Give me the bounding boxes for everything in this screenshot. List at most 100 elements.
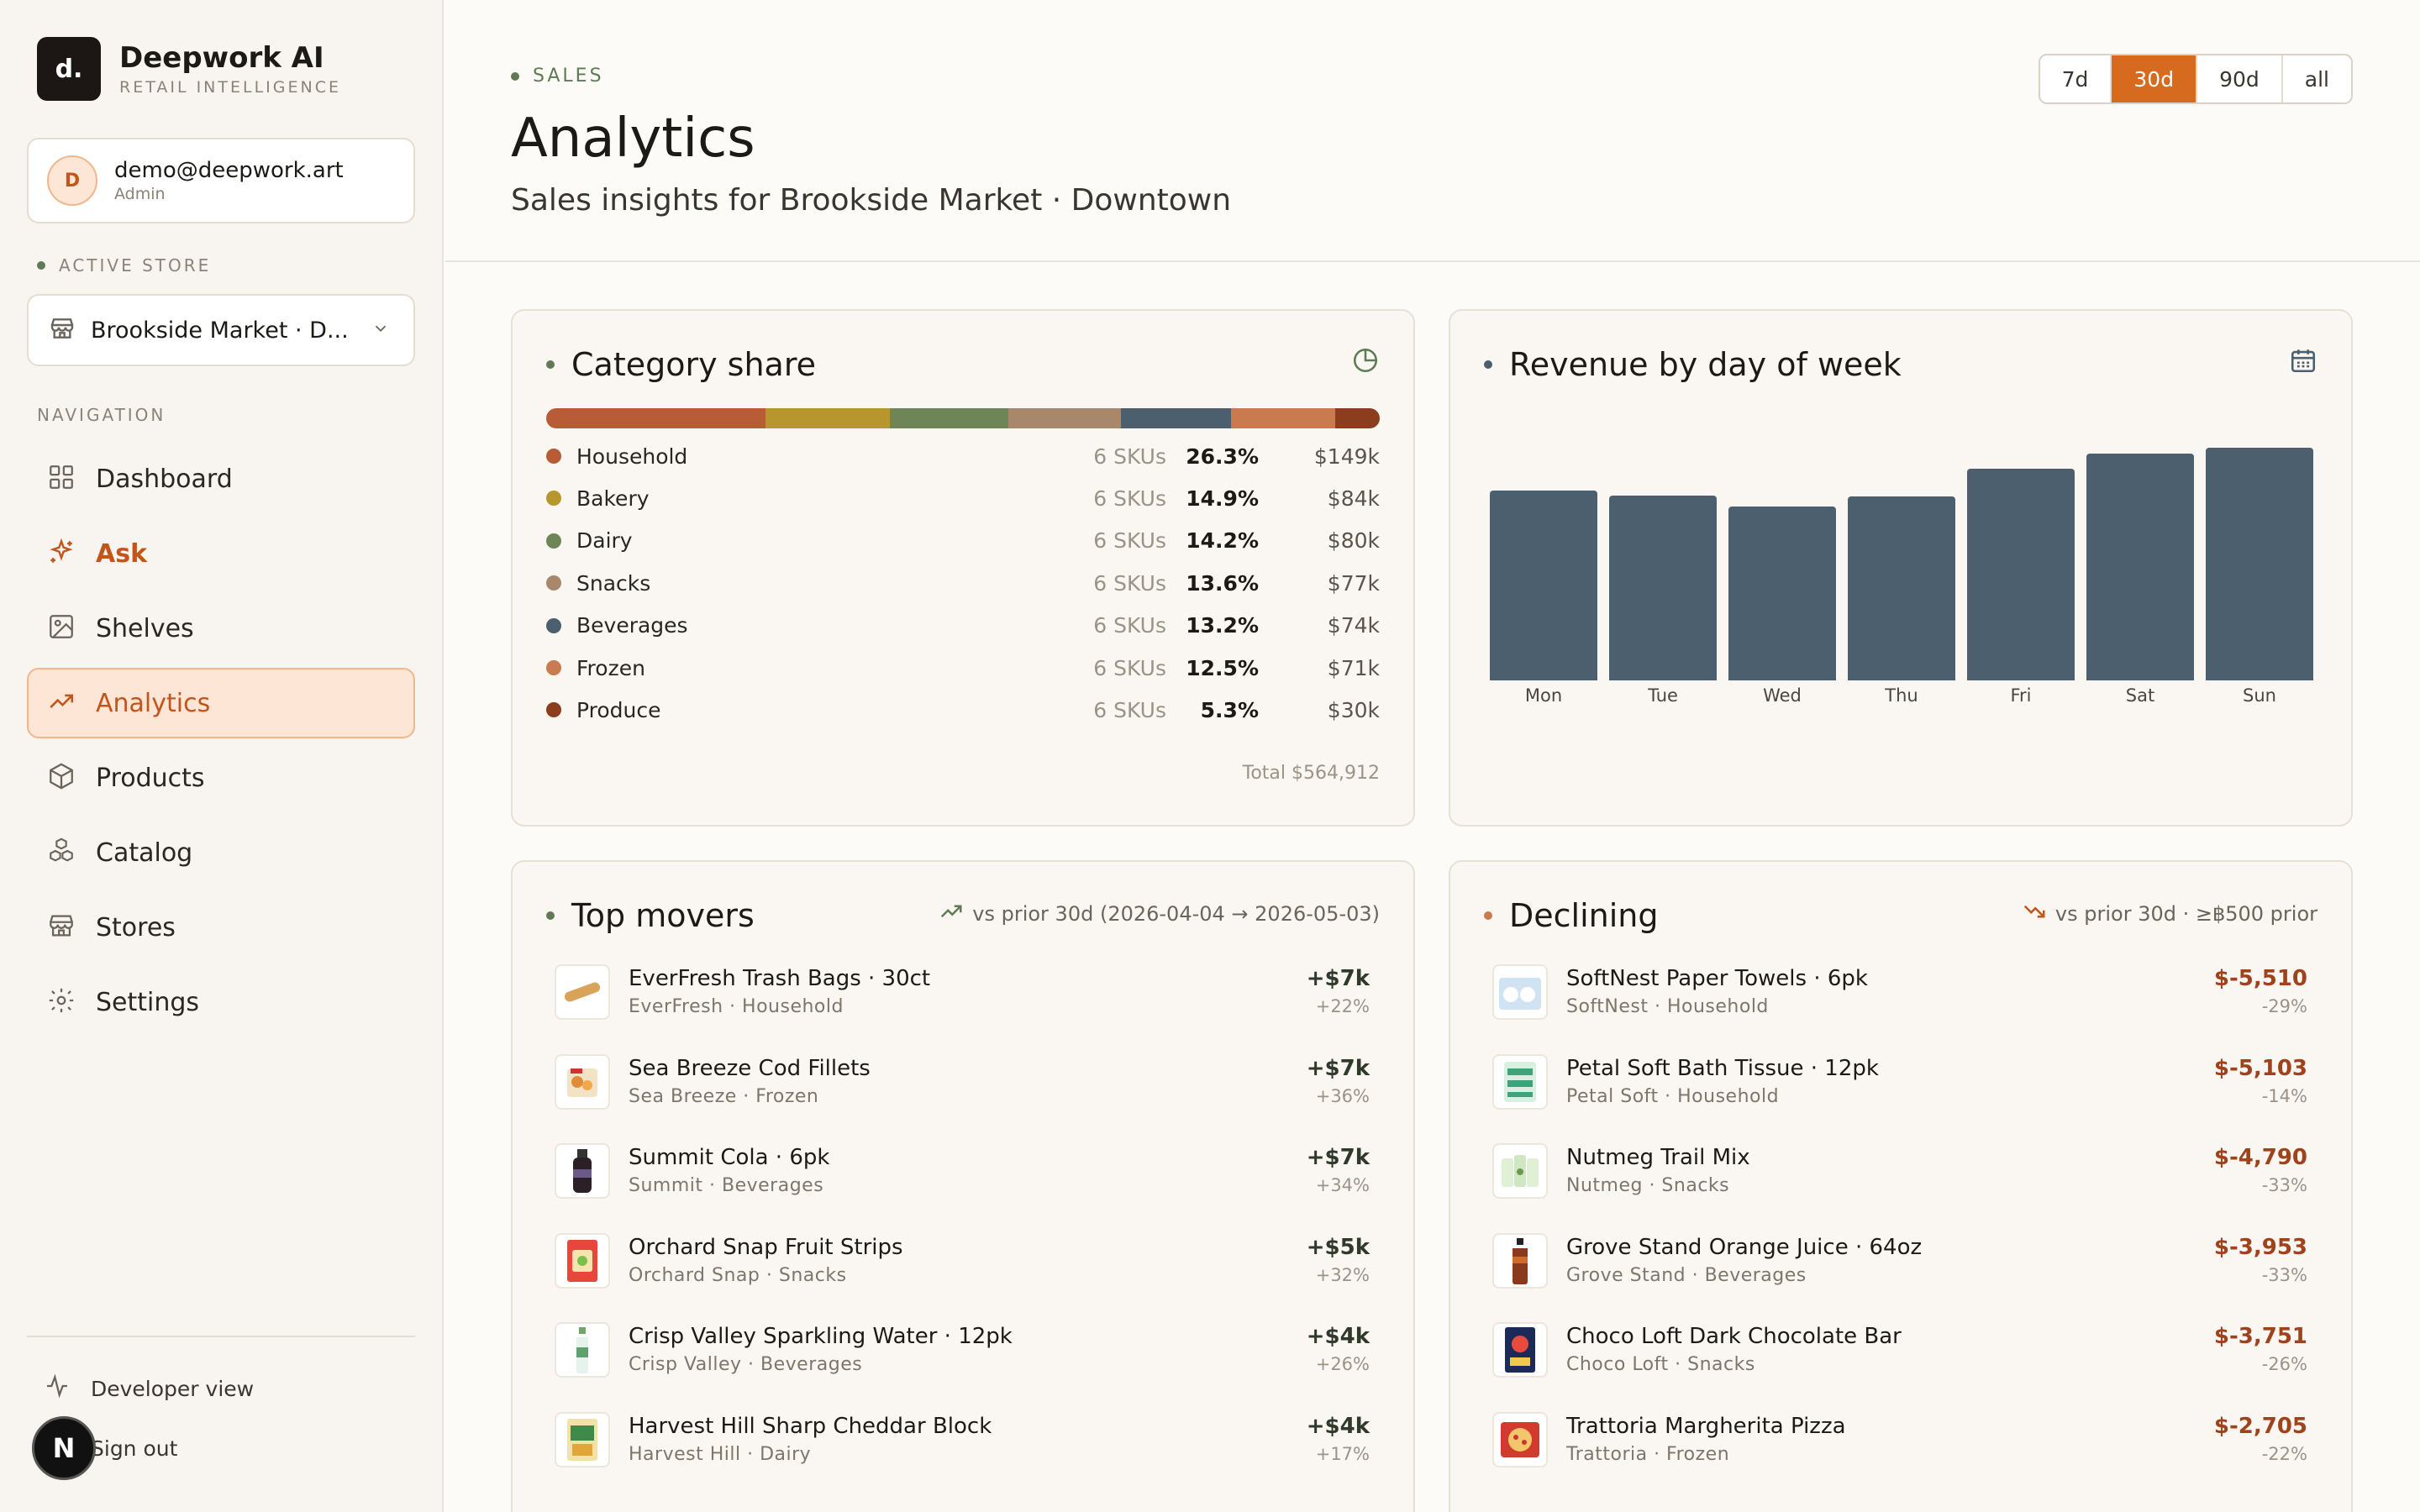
category-row[interactable]: Dairy 6 SKUs 14.2% $80k bbox=[546, 520, 1380, 562]
product-row[interactable]: Orchard Snap Fruit Strips Orchard Snap · … bbox=[555, 1232, 1370, 1323]
product-brand: Summit · Beverages bbox=[629, 1175, 824, 1197]
category-swatch bbox=[546, 702, 561, 718]
revenue-bar[interactable] bbox=[1609, 495, 1717, 680]
range-90d[interactable]: 90d bbox=[2197, 55, 2283, 102]
category-name: Beverages bbox=[576, 613, 688, 638]
product-pct: +26% bbox=[1315, 1354, 1370, 1375]
product-row[interactable]: Choco Loft Dark Chocolate Bar Choco Loft … bbox=[1492, 1322, 2307, 1412]
range-all[interactable]: all bbox=[2304, 66, 2329, 92]
category-skus: 6 SKUs bbox=[1093, 528, 1166, 554]
n-badge[interactable]: N bbox=[32, 1416, 96, 1480]
revenue-bar[interactable] bbox=[1967, 468, 2075, 680]
product-row[interactable]: Grove Stand Orange Juice · 64oz Grove Sta… bbox=[1492, 1232, 2307, 1323]
product-brand: Orchard Snap · Snacks bbox=[629, 1264, 847, 1286]
product-row[interactable]: Crisp Valley Sparkling Water · 12pk Crisp… bbox=[555, 1322, 1370, 1412]
revenue-bar[interactable] bbox=[1728, 506, 1836, 680]
nav-label: Shelves bbox=[96, 613, 194, 643]
product-brand: Trattoria · Frozen bbox=[1566, 1443, 1730, 1465]
revenue-bar[interactable] bbox=[1490, 490, 1597, 680]
revenue-bar[interactable] bbox=[1848, 496, 1955, 680]
nav-item-catalog[interactable]: Catalog bbox=[27, 817, 415, 888]
product-pct: +32% bbox=[1315, 1264, 1370, 1285]
product-row[interactable]: EverFresh Trash Bags · 30ct EverFresh · H… bbox=[555, 964, 1370, 1054]
declining-list: SoftNest Paper Towels · 6pk SoftNest · Ho… bbox=[1492, 964, 2307, 1502]
range-7d[interactable]: 7d bbox=[2040, 55, 2112, 102]
navigation-label: NAVIGATION bbox=[37, 405, 166, 425]
date-range-selector: 7d 30d 90d all bbox=[2038, 54, 2353, 104]
product-thumbnail bbox=[1492, 1053, 1548, 1110]
developer-view-link[interactable]: Developer view bbox=[44, 1373, 254, 1404]
category-row[interactable]: Frozen 6 SKUs 12.5% $71k bbox=[546, 647, 1380, 689]
top-movers-meta-text: vs prior 30d (2026-04-04 → 2026-05-03) bbox=[972, 902, 1380, 926]
sign-out-link[interactable]: Sign out bbox=[44, 1436, 177, 1461]
nav-item-shelves[interactable]: Shelves bbox=[27, 593, 415, 664]
sidebar-divider bbox=[27, 1336, 415, 1337]
status-dot bbox=[37, 261, 45, 270]
product-brand: Choco Loft · Snacks bbox=[1566, 1354, 1755, 1376]
title-dot bbox=[1484, 911, 1492, 920]
product-amount: +$4k bbox=[1306, 1324, 1370, 1350]
category-swatch bbox=[546, 575, 561, 591]
product-row[interactable]: SoftNest Paper Towels · 6pk SoftNest · Ho… bbox=[1492, 964, 2307, 1054]
card-title-text: Revenue by day of week bbox=[1509, 346, 1902, 383]
day-label: Sun bbox=[2243, 685, 2276, 706]
category-pct: 13.2% bbox=[1186, 613, 1259, 638]
activity-icon bbox=[44, 1373, 71, 1404]
user-role: Admin bbox=[114, 185, 166, 203]
product-thumbnail bbox=[1492, 1411, 1548, 1467]
category-row[interactable]: Beverages 6 SKUs 13.2% $74k bbox=[546, 605, 1380, 647]
nav-item-ask[interactable]: Ask bbox=[27, 518, 415, 589]
product-thumbnail bbox=[1492, 1322, 1548, 1378]
product-brand: EverFresh · Household bbox=[629, 996, 844, 1017]
product-name: Trattoria Margherita Pizza bbox=[1566, 1413, 1846, 1439]
store-icon bbox=[47, 911, 76, 943]
nav-item-dashboard[interactable]: Dashboard bbox=[27, 444, 415, 514]
product-row[interactable]: Summit Cola · 6pk Summit · Beverages +$7k +… bbox=[555, 1143, 1370, 1233]
category-skus: 6 SKUs bbox=[1093, 444, 1166, 469]
share-total: Total $564,912 bbox=[1242, 763, 1380, 784]
product-pct: -14% bbox=[2261, 1085, 2307, 1106]
product-row[interactable]: Nutmeg Trail Mix Nutmeg · Snacks $-4,790 -3… bbox=[1492, 1143, 2307, 1233]
nav-label: Catalog bbox=[96, 837, 193, 868]
revenue-bars bbox=[1484, 437, 2319, 680]
product-row[interactable]: Harvest Hill Sharp Cheddar Block Harvest … bbox=[555, 1411, 1370, 1502]
revenue-bar[interactable] bbox=[2206, 448, 2313, 680]
category-revenue: $149k bbox=[1313, 444, 1380, 469]
nav-label: Products bbox=[96, 763, 205, 793]
category-row[interactable]: Bakery 6 SKUs 14.9% $84k bbox=[546, 477, 1380, 519]
trending-down-icon bbox=[2022, 899, 2047, 929]
nav-item-analytics[interactable]: Analytics bbox=[27, 668, 415, 738]
product-row[interactable]: Petal Soft Bath Tissue · 12pk Petal Soft … bbox=[1492, 1053, 2307, 1144]
category-pct: 13.6% bbox=[1186, 570, 1259, 596]
range-30d[interactable]: 30d bbox=[2112, 55, 2198, 102]
revenue-bar[interactable] bbox=[2086, 454, 2194, 680]
category-row[interactable]: Household 6 SKUs 26.3% $149k bbox=[546, 435, 1380, 477]
title-dot bbox=[546, 911, 555, 920]
product-brand: Sea Breeze · Frozen bbox=[629, 1085, 819, 1107]
product-row[interactable]: Sea Breeze Cod Fillets Sea Breeze · Froze… bbox=[555, 1053, 1370, 1144]
product-row[interactable]: Trattoria Margherita Pizza Trattoria · Fr… bbox=[1492, 1411, 2307, 1502]
gear-icon bbox=[47, 986, 76, 1018]
day-label: Thu bbox=[1885, 685, 1918, 706]
category-row[interactable]: Produce 6 SKUs 5.3% $30k bbox=[546, 689, 1380, 731]
product-name: Summit Cola · 6pk bbox=[629, 1145, 830, 1171]
brand-logo: d. bbox=[37, 37, 101, 101]
product-name: Choco Loft Dark Chocolate Bar bbox=[1566, 1324, 1902, 1350]
category-name: Snacks bbox=[576, 570, 651, 596]
pie-chart-icon[interactable] bbox=[1351, 346, 1380, 378]
user-card[interactable]: D demo@deepwork.art Admin bbox=[27, 138, 415, 223]
category-row[interactable]: Snacks 6 SKUs 13.6% $77k bbox=[546, 562, 1380, 604]
product-amount: +$7k bbox=[1306, 966, 1370, 991]
product-pct: +34% bbox=[1315, 1175, 1370, 1196]
category-swatch bbox=[546, 533, 561, 549]
nav-item-products[interactable]: Products bbox=[27, 743, 415, 813]
nav-item-settings[interactable]: Settings bbox=[27, 967, 415, 1037]
brand[interactable]: d. Deepwork AI RETAIL INTELLIGENCE bbox=[37, 37, 341, 101]
product-name: Orchard Snap Fruit Strips bbox=[629, 1234, 903, 1260]
category-skus: 6 SKUs bbox=[1093, 570, 1166, 596]
product-thumbnail bbox=[1492, 964, 1548, 1020]
calendar-icon[interactable] bbox=[2289, 346, 2317, 378]
nav-item-stores[interactable]: Stores bbox=[27, 892, 415, 963]
store-select[interactable]: Brookside Market · D... bbox=[27, 294, 415, 366]
category-name: Bakery bbox=[576, 486, 650, 511]
